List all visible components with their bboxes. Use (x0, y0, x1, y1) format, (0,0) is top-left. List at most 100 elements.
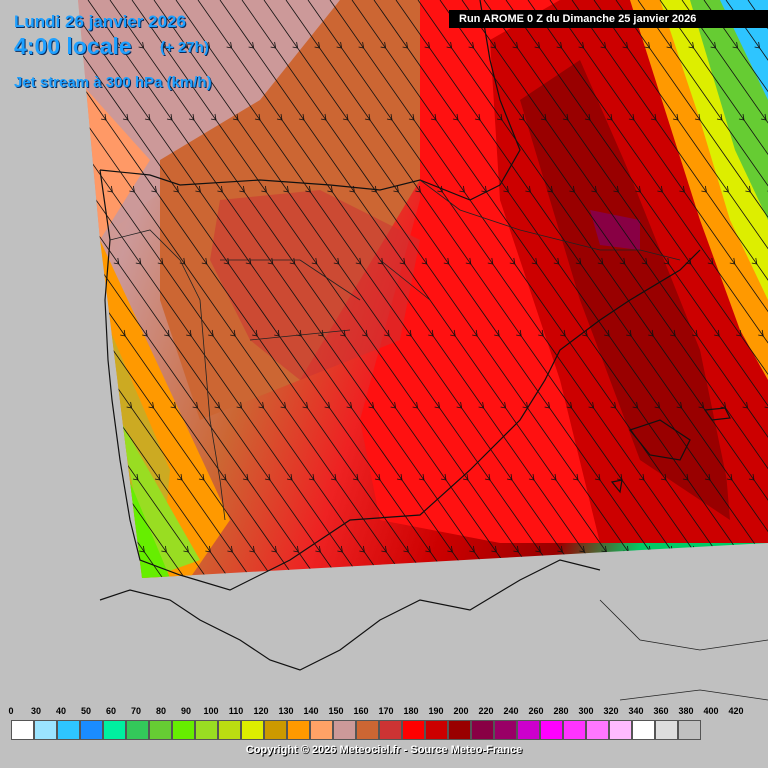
wind-streamline (593, 0, 768, 578)
wind-arrowhead (540, 113, 547, 121)
legend-swatch (471, 720, 494, 740)
wind-streamline (197, 0, 619, 578)
legend-label: 70 (130, 706, 142, 716)
wind-streamline (637, 0, 768, 578)
wind-arrowhead (368, 401, 375, 409)
wind-arrowhead (528, 473, 535, 481)
legend-swatch (586, 720, 609, 740)
wind-arrowhead (594, 473, 601, 481)
wind-arrowhead (622, 41, 629, 49)
legend-label: 360 (653, 706, 669, 716)
wind-arrowhead (320, 113, 327, 121)
wind-arrowhead (364, 113, 371, 121)
legend-swatch (655, 720, 678, 740)
wind-arrowhead (490, 41, 497, 49)
wind-arrowhead (54, 330, 59, 336)
legend-swatch (80, 720, 103, 740)
legend-swatch (402, 720, 425, 740)
legend-swatch (149, 720, 172, 740)
wind-arrowhead (23, 474, 28, 480)
wind-arrowhead (374, 473, 381, 481)
wind-arrowhead (650, 113, 657, 121)
forecast-date: Lundi 26 janvier 2026 (14, 12, 186, 31)
wind-arrowhead (742, 401, 749, 409)
wind-arrowhead (129, 185, 135, 193)
wind-arrowhead (701, 185, 707, 193)
wind-arrowhead (308, 473, 315, 481)
wind-arrowhead (469, 545, 475, 553)
wind-arrowhead (512, 41, 519, 49)
wind-arrowhead (113, 257, 120, 265)
wind-arrowhead (632, 401, 639, 409)
wind-arrowhead (562, 113, 569, 121)
wind-arrowhead (408, 113, 415, 121)
wind-streamline (78, 0, 245, 578)
wind-arrowhead (324, 401, 331, 409)
legend-label: 40 (55, 706, 67, 716)
wind-arrowhead (230, 329, 236, 337)
legend-swatch (333, 720, 356, 740)
wind-arrowhead (710, 41, 717, 49)
legend-label: 400 (703, 706, 719, 716)
wind-arrowhead (584, 113, 591, 121)
wind-streamline (78, 0, 333, 578)
copyright: Copyright © 2026 Meteociel.fr - Source M… (245, 744, 523, 756)
wind-arrowhead (711, 545, 717, 553)
legend-swatch (241, 720, 264, 740)
wind-arrowhead (352, 473, 359, 481)
wind-arrowhead (183, 545, 189, 553)
wind-speed-field (78, 0, 768, 578)
wind-arrowhead (518, 113, 525, 121)
wind-arrowhead (582, 329, 588, 337)
legend-swatch (448, 720, 471, 740)
wind-arrowhead (78, 113, 85, 121)
wind-arrowhead (666, 41, 673, 49)
wind-arrowhead (135, 257, 142, 265)
wind-arrowhead (355, 257, 362, 265)
wind-streamline (78, 0, 487, 578)
legend-label: 60 (105, 706, 117, 716)
wind-arrowhead (232, 113, 239, 121)
wind-arrowhead (261, 185, 267, 193)
wind-arrowhead (100, 113, 107, 121)
wind-arrowhead (758, 329, 764, 337)
wind-arrowhead (450, 329, 456, 337)
legend-label: 100 (203, 706, 219, 716)
wind-arrowhead (462, 473, 469, 481)
wind-arrowhead (346, 401, 353, 409)
wind-arrowhead (7, 546, 12, 552)
wind-arrowhead (440, 473, 447, 481)
legend-label: 50 (80, 706, 92, 716)
wind-arrowhead (311, 257, 318, 265)
wind-arrowhead (557, 545, 563, 553)
wind-streamline (263, 0, 685, 578)
wind-arrowhead (67, 474, 72, 480)
wind-arrowhead (393, 185, 399, 193)
wind-arrowhead (182, 41, 189, 49)
legend-swatch (540, 720, 563, 740)
wind-arrowhead (588, 401, 595, 409)
wind-arrowhead (61, 402, 66, 408)
wind-arrowhead (48, 258, 53, 264)
parameter-label: Jet stream à 300 hPa (km/h) (14, 74, 212, 91)
wind-arrowhead (98, 329, 104, 337)
wind-arrowhead (729, 257, 736, 265)
wind-streamline (329, 0, 751, 578)
wind-arrowhead (707, 257, 714, 265)
wind-arrowhead (214, 401, 221, 409)
wind-arrowhead (302, 401, 309, 409)
legend-swatch (356, 720, 379, 740)
wind-arrowhead (443, 257, 450, 265)
wind-arrowhead (692, 329, 698, 337)
wind-streamline (78, 0, 443, 578)
wind-arrowhead (107, 185, 113, 193)
wind-arrowhead (144, 113, 151, 121)
wind-arrowhead (496, 113, 503, 121)
wind-arrowhead (738, 113, 745, 121)
wind-arrowhead (315, 545, 321, 553)
wind-arrowhead (474, 113, 481, 121)
wind-arrowhead (51, 546, 56, 552)
wind-arrowhead (723, 185, 729, 193)
wind-arrowhead (82, 401, 89, 409)
wind-arrowhead (600, 41, 607, 49)
